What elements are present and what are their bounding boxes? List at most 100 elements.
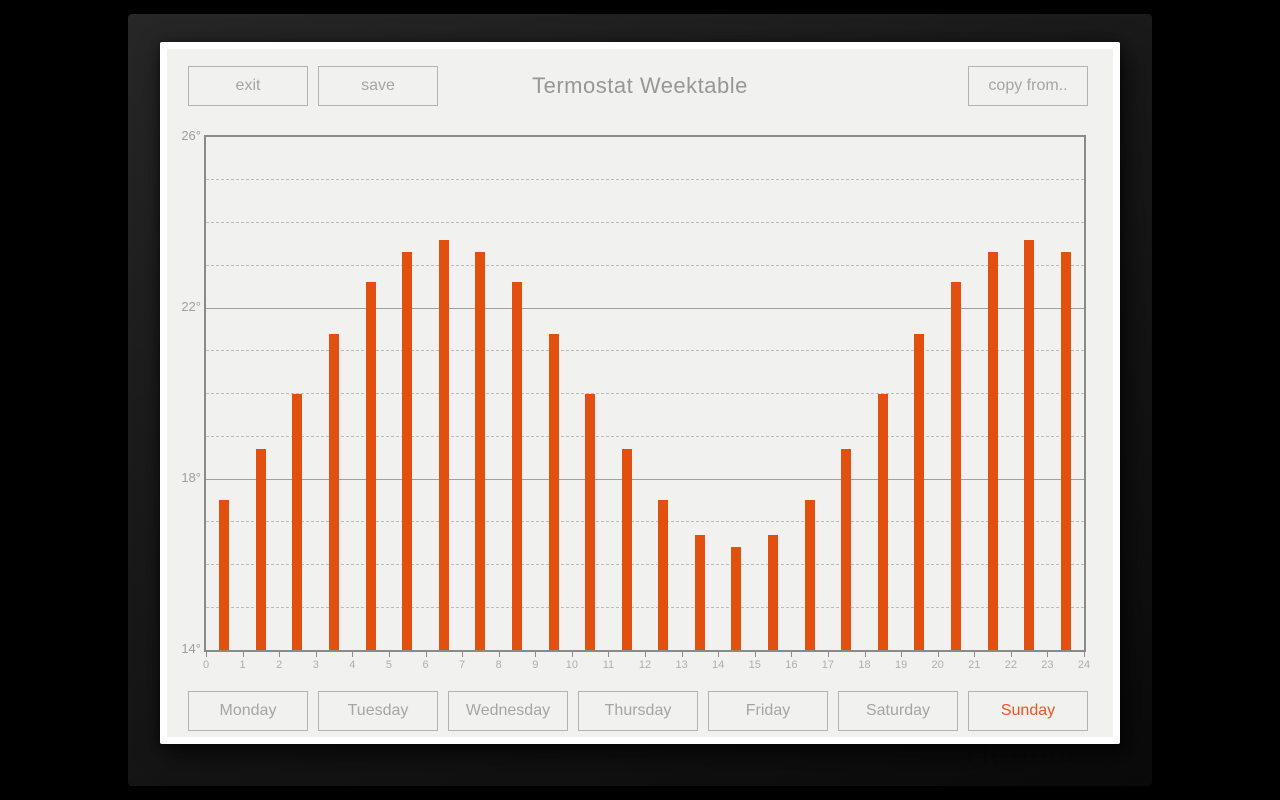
day-selector: Monday Tuesday Wednesday Thursday Friday Satu… (188, 691, 1088, 731)
x-tick-label-18: 18 (858, 659, 871, 671)
exit-button[interactable]: exit (188, 66, 308, 106)
axis-tick (425, 652, 427, 657)
x-tick-label-4: 4 (349, 659, 356, 671)
axis-tick (1084, 652, 1085, 657)
temperature-bar-hour-23[interactable] (1060, 252, 1071, 650)
grid-line-dashed (206, 521, 1084, 523)
axis-tick (206, 652, 207, 657)
y-axis-label-18: 18° (181, 470, 201, 485)
day-button-tuesday[interactable]: Tuesday (318, 691, 438, 731)
axis-tick (754, 652, 756, 657)
x-tick-label-20: 20 (931, 659, 944, 671)
temperature-bar-hour-21[interactable] (987, 252, 998, 650)
grid-line-dashed (206, 179, 1084, 181)
temperature-bar-hour-6[interactable] (438, 239, 449, 650)
axis-tick (352, 652, 354, 657)
x-tick-label-8: 8 (495, 659, 502, 671)
axis-tick (388, 652, 390, 657)
x-tick-label-22: 22 (1004, 659, 1017, 671)
axis-tick (681, 652, 683, 657)
axis-tick (279, 652, 281, 657)
grid-line-dashed (206, 222, 1084, 223)
day-button-saturday[interactable]: Saturday (838, 691, 958, 731)
day-button-monday[interactable]: Monday (188, 691, 308, 731)
x-tick-label-13: 13 (675, 659, 688, 671)
temperature-bar-hour-0[interactable] (219, 500, 230, 650)
axis-tick (242, 652, 244, 657)
x-tick-label-2: 2 (276, 659, 283, 671)
day-button-friday[interactable]: Friday (708, 691, 828, 731)
temperature-bar-hour-20[interactable] (950, 282, 961, 650)
x-tick-label-6: 6 (422, 659, 429, 671)
x-tick-label-0: 0 (202, 659, 210, 671)
x-tick-label-7: 7 (459, 659, 466, 671)
x-tick-label-16: 16 (785, 659, 798, 671)
grid-line-dashed (206, 606, 1084, 608)
x-tick-label-19: 19 (894, 659, 908, 671)
temperature-bar-hour-18[interactable] (877, 393, 888, 650)
axis-tick (535, 652, 537, 657)
x-tick-label-24: 24 (1077, 659, 1091, 671)
grid-line-solid (206, 307, 1084, 309)
save-button[interactable]: save (318, 66, 438, 106)
axis-tick (1010, 652, 1012, 657)
x-axis-ticks (206, 652, 1085, 658)
axis-tick (791, 652, 793, 657)
axis-tick (974, 652, 976, 657)
axis-tick (827, 652, 829, 657)
panel-content: exit save Termostat Weektable copy from.… (167, 49, 1113, 737)
grid-line-dashed (206, 435, 1084, 437)
temperature-bar-hour-16[interactable] (804, 500, 815, 650)
temperature-bar-hour-22[interactable] (1024, 239, 1035, 650)
grid-line-dashed (206, 393, 1084, 394)
x-axis-labels: 0 1 2 3 4 5 6 7 8 9 10 11 12 13 14 15 16 17 18 19 20 21 22 23 24 (203, 659, 1090, 675)
temperature-bar-hour-7[interactable] (475, 252, 486, 650)
temperature-bar-hour-2[interactable] (292, 393, 303, 650)
grid-line-dashed (206, 264, 1084, 266)
axis-tick (608, 652, 610, 657)
axis-tick (1047, 652, 1049, 657)
grid-line-dashed (206, 350, 1084, 352)
grid-line-dashed (206, 564, 1084, 565)
x-tick-label-1: 1 (239, 659, 246, 671)
temperature-bar-hour-13[interactable] (694, 534, 705, 650)
day-button-thursday[interactable]: Thursday (578, 691, 698, 731)
axis-tick (462, 652, 464, 657)
axis-tick (315, 652, 317, 657)
axis-tick (571, 652, 573, 657)
chart-plot (204, 135, 1086, 652)
x-tick-label-10: 10 (565, 659, 578, 671)
temperature-bar-hour-5[interactable] (402, 252, 413, 650)
temperature-bar-hour-12[interactable] (658, 500, 669, 650)
x-tick-label-12: 12 (638, 659, 652, 671)
temperature-bar-hour-14[interactable] (731, 547, 742, 650)
temperature-bar-hour-8[interactable] (511, 282, 522, 650)
day-button-wednesday[interactable]: Wednesday (448, 691, 568, 731)
page-title: Termostat Weektable (532, 73, 748, 98)
x-tick-label-5: 5 (385, 659, 392, 671)
temperature-bar-hour-10[interactable] (585, 393, 596, 650)
x-tick-label-3: 3 (312, 659, 319, 671)
temperature-bar-hour-15[interactable] (768, 534, 779, 650)
temperature-bar-hour-9[interactable] (548, 333, 559, 650)
x-tick-label-14: 14 (712, 659, 725, 671)
x-tick-label-17: 17 (821, 659, 835, 671)
axis-tick (718, 652, 720, 657)
temperature-bar-hour-4[interactable] (365, 282, 376, 650)
x-tick-label-11: 11 (602, 659, 615, 671)
axis-tick (864, 652, 866, 657)
x-tick-label-21: 21 (968, 659, 981, 671)
temperature-bar-hour-11[interactable] (621, 449, 632, 650)
axis-tick (498, 652, 500, 657)
x-tick-label-23: 23 (1041, 659, 1054, 671)
temperature-bar-hour-19[interactable] (914, 333, 925, 650)
day-button-sunday[interactable]: Sunday (968, 691, 1088, 731)
temperature-bar-hour-17[interactable] (841, 449, 852, 650)
y-axis-label-26: 26° (181, 128, 201, 143)
copy-from-button[interactable]: copy from.. (968, 66, 1088, 106)
y-axis-label-22: 22° (181, 299, 201, 314)
temperature-bar-hour-3[interactable] (329, 333, 340, 650)
x-tick-label-9: 9 (532, 659, 539, 671)
temperature-bar-hour-1[interactable] (255, 449, 266, 650)
thermostat-weektable-window: exit save Termostat Weektable copy from.… (160, 42, 1120, 744)
